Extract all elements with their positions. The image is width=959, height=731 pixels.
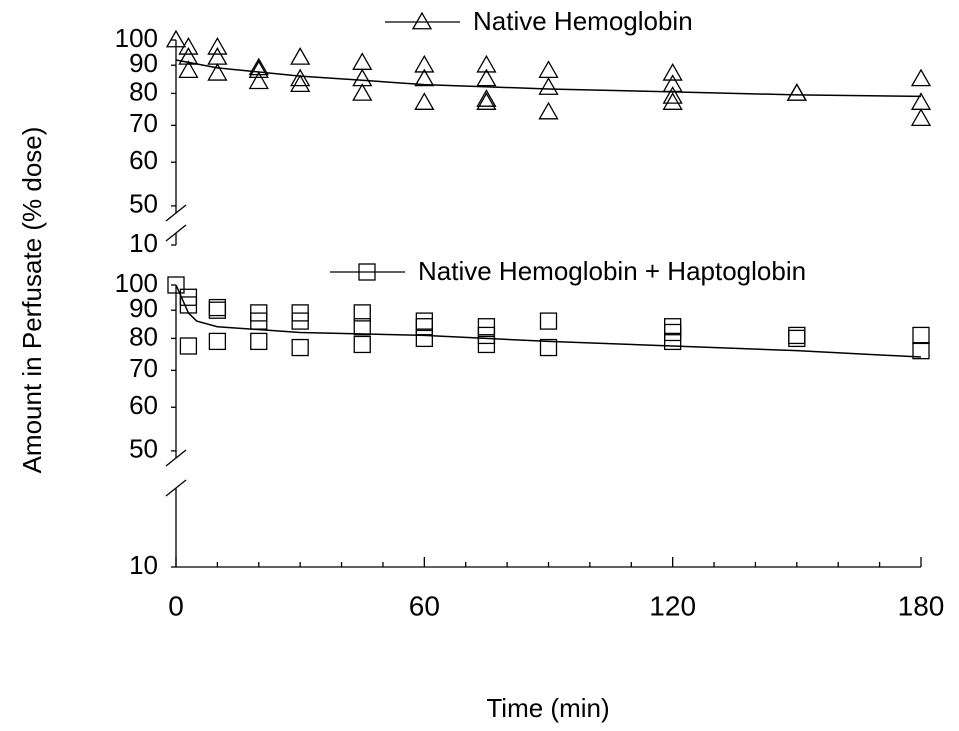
data-point	[291, 312, 309, 330]
y-tick-label: 100	[115, 268, 158, 298]
axis-break	[165, 449, 187, 467]
data-point	[248, 57, 269, 76]
data-point	[477, 318, 496, 336]
data-point	[910, 68, 932, 87]
data-point	[248, 71, 269, 90]
data-point	[538, 101, 559, 120]
data-point	[662, 92, 683, 110]
data-point	[353, 304, 371, 322]
fit-line	[175, 59, 922, 98]
data-point	[290, 74, 311, 92]
data-point	[415, 318, 433, 336]
data-point	[250, 332, 268, 351]
y-tick-label: 10	[129, 228, 158, 258]
data-point	[414, 68, 435, 87]
data-point	[352, 83, 373, 101]
y-tick-label: 70	[129, 108, 158, 138]
data-point	[912, 326, 930, 345]
data-point	[662, 74, 683, 92]
y-tick-label: 50	[129, 434, 158, 464]
data-point	[208, 301, 227, 319]
data-point	[291, 338, 309, 357]
data-point	[664, 332, 682, 351]
data-point	[178, 47, 199, 65]
data-point	[538, 60, 559, 78]
data-point	[662, 63, 683, 81]
data-point	[179, 296, 198, 314]
data-point	[179, 337, 198, 355]
y-tick-label: 70	[129, 353, 158, 383]
data-point	[178, 60, 199, 78]
data-point	[664, 323, 682, 342]
x-tick-label: 0	[168, 590, 184, 621]
y-tick-label: 60	[129, 145, 158, 175]
data-point	[414, 54, 435, 73]
data-point	[290, 47, 311, 65]
data-point	[786, 83, 807, 101]
data-point	[476, 89, 497, 107]
data-point	[477, 335, 496, 354]
data-point	[248, 60, 269, 78]
legend-marker	[411, 11, 433, 30]
y-tick-label: 50	[129, 189, 158, 219]
axis-break	[165, 224, 187, 242]
data-point	[415, 329, 433, 348]
legend-label: Native Hemoglobin + Haptoglobin	[418, 256, 806, 286]
data-point	[662, 86, 683, 104]
data-point	[165, 29, 187, 48]
x-tick-label: 120	[649, 590, 696, 621]
data-point	[786, 83, 807, 101]
data-point	[910, 108, 932, 127]
data-point	[178, 36, 199, 55]
data-point	[290, 68, 311, 87]
axis-break	[165, 479, 187, 497]
legend-label: Native Hemoglobin	[473, 6, 693, 36]
data-point	[352, 52, 373, 70]
data-point	[476, 54, 497, 73]
data-point	[207, 63, 228, 81]
data-point	[664, 318, 682, 336]
x-tick-label: 60	[409, 590, 440, 621]
y-tick-label: 100	[115, 23, 158, 53]
data-point	[167, 276, 185, 294]
y-tick-label: 90	[129, 293, 158, 323]
data-point	[207, 47, 228, 65]
data-point	[353, 335, 371, 354]
data-point	[207, 36, 228, 55]
data-point	[414, 92, 435, 110]
legend-marker	[358, 263, 376, 281]
y-tick-label: 90	[129, 48, 158, 78]
axis-break	[165, 204, 187, 222]
y-tick-label: 10	[129, 550, 158, 580]
data-point	[353, 318, 371, 336]
y-tick-label: 60	[129, 390, 158, 420]
data-point	[539, 312, 558, 330]
fit-line	[175, 284, 922, 358]
y-axis-label: Amount in Perfusate (% dose)	[17, 127, 47, 474]
x-axis-label: Time (min)	[486, 693, 609, 723]
x-tick-label: 180	[898, 590, 945, 621]
data-point	[476, 68, 497, 87]
data-point	[539, 338, 558, 357]
data-point	[250, 312, 268, 330]
data-point	[788, 329, 806, 348]
data-point	[912, 342, 930, 360]
data-point	[538, 77, 559, 95]
data-point	[208, 332, 227, 351]
data-point	[415, 312, 433, 330]
data-point	[476, 92, 497, 110]
y-tick-label: 80	[129, 76, 158, 106]
data-point	[477, 326, 496, 345]
y-tick-label: 80	[129, 321, 158, 351]
